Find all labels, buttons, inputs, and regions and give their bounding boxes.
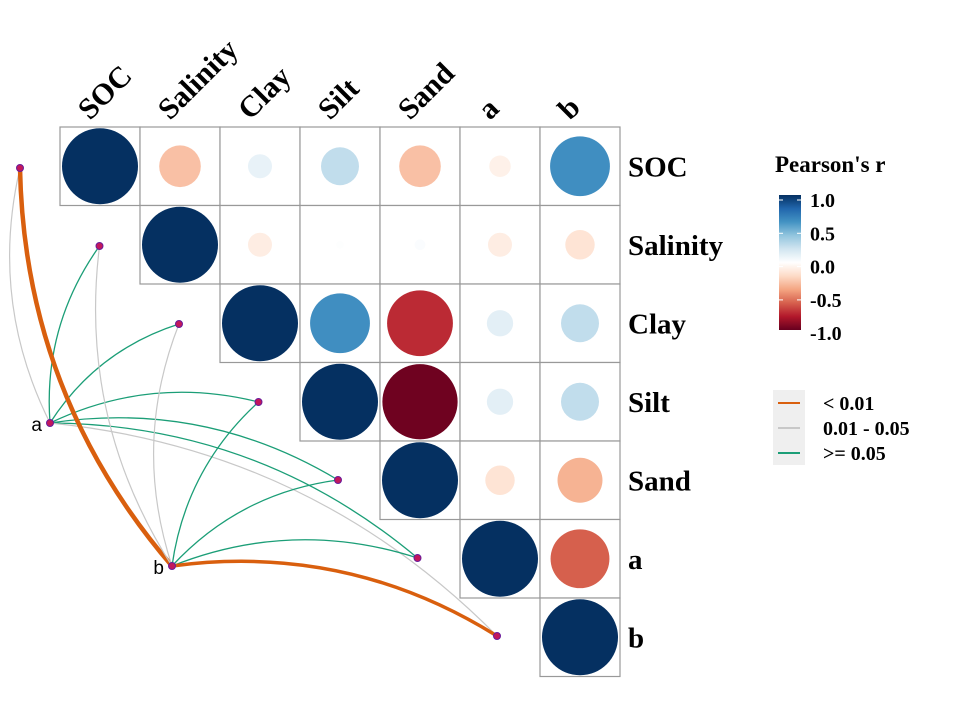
link-nodes: ab	[16, 164, 501, 640]
mantel-links	[9, 167, 498, 638]
node-SOC	[16, 164, 24, 172]
row-label: Silt	[628, 387, 670, 419]
link-b-Silt	[171, 401, 259, 567]
column-label: Clay	[232, 60, 298, 126]
row-labels: SOC Salinity Clay Silt Sand a b	[628, 151, 724, 654]
corr-circle-SOC-Salinity	[159, 145, 201, 188]
row-label: a	[628, 544, 643, 576]
colorbar-tick-label: 0.0	[810, 257, 835, 279]
link-a-SOC	[9, 167, 51, 424]
column-label: Salinity	[152, 33, 245, 126]
corr-circle-a-a	[462, 520, 538, 597]
row-label: SOC	[628, 151, 688, 183]
correlation-grid	[59, 126, 621, 678]
line-legend-label: < 0.01	[823, 393, 874, 415]
colorbar-tick-label: -1.0	[810, 323, 842, 345]
corr-circle-Salinity-a	[487, 232, 513, 257]
corr-circle-a-b	[550, 529, 610, 589]
corr-circle-Clay-Sand	[387, 290, 453, 357]
column-label: Sand	[392, 56, 462, 126]
source-label: a	[31, 415, 42, 436]
corr-circle-SOC-Silt	[321, 147, 359, 186]
node-Salinity	[95, 242, 104, 250]
corr-circle-SOC-b	[550, 136, 610, 197]
corr-circle-Silt-Sand	[382, 364, 458, 440]
corr-circle-b-b	[542, 599, 618, 676]
corr-circle-Sand-a	[485, 465, 515, 495]
corr-circle-Clay-Clay	[222, 285, 298, 362]
link-b-b	[171, 559, 498, 638]
colorbar	[779, 195, 801, 330]
corr-circle-Sand-Sand	[382, 442, 458, 519]
link-b-Salinity	[95, 245, 173, 567]
link-a-Sand	[49, 417, 339, 481]
corr-circle-SOC-Clay	[247, 154, 273, 179]
source-node-b	[168, 562, 176, 570]
column-label: a	[472, 92, 506, 126]
corr-circle-Salinity-Clay	[247, 232, 273, 257]
corr-circle-Clay-a	[486, 310, 514, 337]
colorbar-ticks: 1.0 0.5 0.0 -0.5 -1.0	[779, 190, 842, 345]
node-Silt	[254, 398, 263, 406]
link-a-Clay	[49, 323, 180, 424]
corr-circle-SOC-Sand	[399, 145, 441, 188]
legend: Pearson's r 1.0 0.5 0.0 -0.5 -1.0 < 0.01 0.01…	[773, 152, 910, 465]
column-label: b	[552, 91, 587, 126]
corr-circle-Salinity-Sand	[414, 239, 426, 251]
corr-circle-SOC-a	[489, 155, 511, 177]
link-a-Salinity	[48, 245, 101, 424]
column-label: SOC	[72, 59, 139, 126]
colorbar-tick-label: 0.5	[810, 223, 835, 245]
column-label: Silt	[312, 72, 366, 126]
line-legend-label: >= 0.05	[823, 443, 886, 465]
line-legend: < 0.01 0.01 - 0.05 >= 0.05	[778, 393, 910, 465]
row-label: Clay	[628, 308, 687, 340]
colorbar-tick-label: -0.5	[810, 290, 842, 312]
corr-circle-Sand-b	[557, 457, 603, 503]
colorbar-title: Pearson's r	[775, 152, 886, 177]
corr-circle-Clay-b	[561, 304, 599, 343]
link-b-Sand	[171, 479, 339, 567]
corr-circle-Clay-Silt	[310, 293, 370, 354]
corr-circle-Silt-b	[561, 382, 599, 421]
corr-circle-SOC-SOC	[62, 128, 138, 205]
link-b-SOC	[17, 167, 174, 568]
colorbar-tick-label: 1.0	[810, 190, 835, 212]
corr-circle-Salinity-Salinity	[142, 206, 218, 283]
corr-circle-Silt-Silt	[302, 363, 378, 440]
node-a	[413, 554, 422, 562]
link-b-a	[171, 539, 418, 567]
link-a-a	[49, 422, 418, 559]
row-label: Sand	[628, 465, 691, 497]
row-label: b	[628, 622, 644, 654]
link-a-Silt	[49, 391, 259, 424]
corr-circle-Salinity-b	[565, 230, 595, 260]
node-b	[493, 632, 501, 640]
corr-circle-Silt-a	[486, 388, 514, 415]
corr-circle-Salinity-Silt	[336, 240, 344, 249]
link-b-Clay	[153, 323, 180, 567]
source-label: b	[153, 558, 164, 579]
node-Clay	[175, 320, 183, 328]
row-label: Salinity	[628, 230, 724, 262]
source-node-a	[46, 419, 54, 427]
node-Sand	[334, 476, 342, 484]
line-legend-label: 0.01 - 0.05	[823, 418, 910, 440]
